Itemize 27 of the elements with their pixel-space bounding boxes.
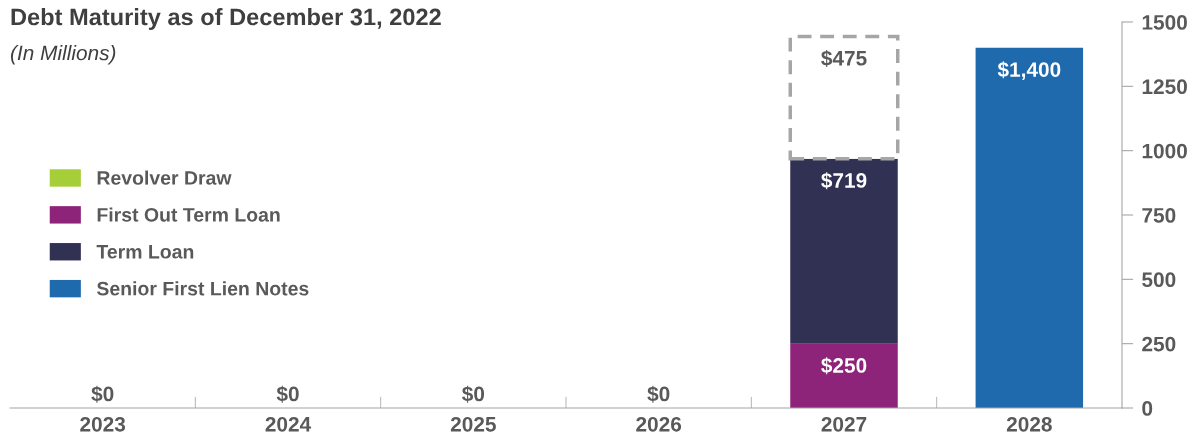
legend-label: Revolver Draw (97, 170, 232, 185)
text: (In Millions) (10, 45, 116, 65)
data-label: $250 (821, 357, 867, 375)
y-tick-label: 1000 (1142, 143, 1187, 159)
y-tick-label: 250 (1142, 336, 1176, 352)
x-tick-label: 2024 (265, 416, 312, 432)
data-label: $0 (276, 385, 299, 403)
data-label: $0 (91, 385, 114, 403)
chart-title: Debt Maturity as of December 31, 2022 (11, 8, 441, 31)
legend-label: First Out Term Loan (97, 207, 280, 222)
data-label: $0 (462, 385, 485, 403)
y-tick-label: 750 (1142, 208, 1176, 223)
legend-label: Senior First Lien Notes (96, 281, 309, 296)
y-tick-label: 1250 (1142, 79, 1187, 95)
data-label: $719 (821, 172, 867, 190)
y-tick-label: 0 (1142, 401, 1153, 416)
y-tick-label: 1500 (1142, 15, 1187, 30)
x-tick-label: 2025 (450, 416, 496, 432)
x-tick-label: 2023 (80, 416, 126, 432)
y-tick-label: 500 (1142, 272, 1176, 288)
data-label: $1,400 (997, 61, 1061, 80)
legend-label: Term Loan (96, 245, 194, 259)
x-tick-label: 2028 (1006, 416, 1052, 432)
x-tick-label: 2027 (821, 416, 867, 432)
x-tick-label: 2026 (636, 416, 682, 432)
data-label: $0 (647, 385, 670, 403)
data-label: $475 (821, 49, 867, 67)
